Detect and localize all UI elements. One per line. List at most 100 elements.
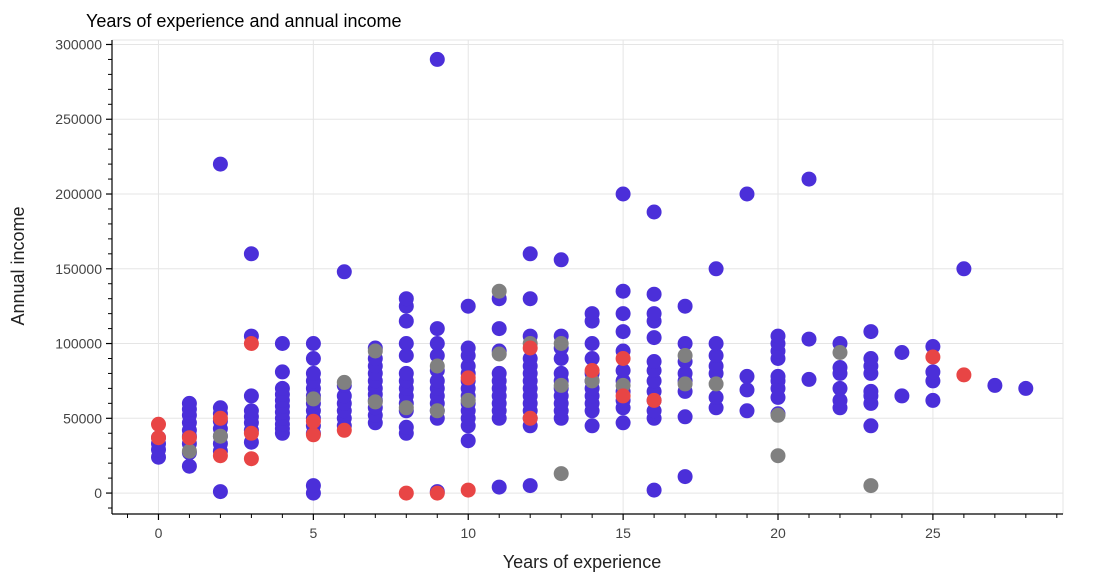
data-point [615,388,631,404]
data-point [491,346,507,362]
data-point [305,413,321,429]
data-point [460,358,476,374]
data-point [398,336,414,351]
data-point [243,246,259,262]
data-point [336,374,352,390]
y-tick-label: 0 [94,485,102,501]
data-point [801,371,817,387]
data-point [1018,380,1034,396]
y-tick-label: 50000 [63,410,102,426]
grid [112,39,1064,514]
data-point [708,358,724,374]
data-point [863,351,879,366]
x-tick-label: 25 [925,525,941,541]
data-point [646,403,662,419]
x-tick-label: 10 [460,525,476,541]
data-point [646,286,662,302]
data-point [677,348,693,363]
data-point [151,416,166,432]
data-point [429,348,445,363]
data-point [739,403,755,419]
x-tick-label: 0 [155,525,163,541]
x-axis-label: Years of experience [503,552,661,572]
data-point [832,360,848,375]
data-point [553,351,569,366]
data-point [615,415,631,431]
data-point [460,370,476,386]
data-point [708,336,724,351]
data-point [336,422,352,438]
data-point [894,388,910,404]
data-point [708,400,724,416]
y-tick-label: 200000 [55,186,102,202]
data-point [212,400,228,416]
data-point [212,156,228,172]
data-point [646,392,662,408]
data-point [305,478,321,494]
data-point [646,373,662,389]
data-point [522,410,538,426]
data-point [863,418,879,434]
data-point [522,291,538,307]
y-axis-label: Annual income [8,206,28,325]
data-point [863,478,879,494]
data-point [243,388,259,404]
y-tick-label: 150000 [55,261,102,277]
data-point [863,324,879,340]
data-point [212,448,228,464]
data-point [987,377,1003,393]
data-point [460,392,476,408]
data-point [615,324,631,340]
data-point [553,466,569,482]
data-point [429,485,445,501]
chart-title: Years of experience and annual income [86,11,402,31]
data-point [398,348,414,363]
y-tick-label: 300000 [55,36,102,52]
data-point [615,363,631,378]
data-point [274,380,290,396]
data-point [429,373,445,389]
y-tick-label: 100000 [55,336,102,352]
data-point [770,368,786,384]
data-point [491,479,507,495]
data-point [243,336,259,351]
x-tick-label: 15 [615,525,631,541]
data-point [336,264,352,280]
data-point [398,291,414,307]
data-point [305,427,321,443]
data-point [553,252,569,268]
data-point [956,367,972,383]
data-point [212,410,228,426]
data-point [522,478,538,494]
data-point [491,321,507,337]
data-point [398,485,414,501]
data-point [925,392,941,408]
data-point [708,389,724,405]
data-point [677,336,693,351]
data-point [491,365,507,381]
data-point [243,425,259,441]
data-point [584,351,600,366]
data-point [708,376,724,392]
data-point [584,373,600,389]
data-point [491,283,507,299]
data-point [646,482,662,498]
data-point [739,382,755,398]
data-point [832,392,848,408]
axes: 0 5 10 15 20 25 0 50000 100000 150000 200000 250000… [55,36,1063,541]
data-point [367,343,383,359]
data-point [274,364,290,380]
data-point [305,391,321,407]
data-point [708,348,724,363]
data-point [584,336,600,351]
data-point [801,171,817,187]
data-point [615,351,631,366]
data-point [677,409,693,425]
data-point [460,482,476,498]
data-point [429,403,445,419]
data-point [274,336,290,351]
data-point [398,419,414,435]
data-point [398,313,414,329]
data-point [615,377,631,393]
